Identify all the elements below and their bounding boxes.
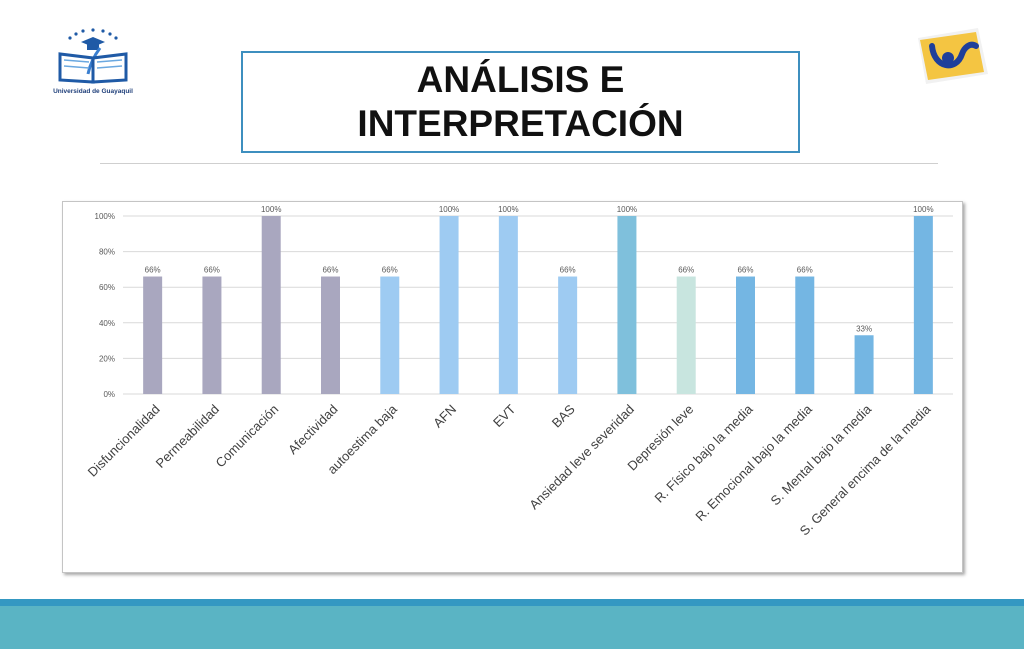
data-label: 33% (856, 324, 872, 333)
x-tick-label: Disfuncionalidad (85, 402, 163, 480)
bar (854, 335, 874, 394)
bar-chart: 0% 20% 40% 60% 80% 100% 66% Disfuncionalidad 66%… (85, 205, 953, 538)
bar (380, 276, 400, 394)
data-label: 100% (498, 205, 518, 214)
bar (676, 276, 696, 394)
title-line-2: INTERPRETACIÓN (357, 103, 684, 144)
title-line-1: ANÁLISIS E (416, 59, 625, 100)
x-tick-label: BAS (549, 401, 578, 430)
bar (795, 276, 815, 394)
x-tick-label: S. General encima de la media (797, 401, 934, 538)
book-quill-icon (58, 28, 128, 84)
data-label: 66% (797, 266, 813, 275)
bar (617, 216, 637, 394)
data-label: 66% (678, 266, 694, 275)
x-tick-label: S. Mental bajo la media (768, 401, 875, 508)
data-label: 66% (382, 266, 398, 275)
footer-band-dark (0, 599, 1024, 606)
data-label: 66% (204, 266, 220, 275)
data-label: 66% (560, 266, 576, 275)
data-label: 100% (261, 205, 281, 214)
bar (321, 276, 340, 394)
y-tick-label: 100% (95, 212, 115, 221)
university-caption: Universidad de Guayaquil (53, 88, 133, 95)
x-tick-label: AFN (430, 402, 459, 431)
x-tick-label: Ansiedad leve severidad (526, 402, 637, 513)
brand-emblem-icon (918, 28, 988, 84)
bar (736, 276, 755, 394)
header-divider (100, 163, 938, 164)
footer-band-light (0, 606, 1024, 649)
bar (143, 276, 163, 394)
x-tick-label: Permeabilidad (153, 402, 222, 471)
data-label: 100% (617, 205, 637, 214)
page-title: ANÁLISIS E INTERPRETACIÓN (341, 58, 701, 146)
x-tick-label: R. Emocional bajo la media (692, 401, 815, 524)
bar (498, 216, 518, 394)
x-tick-label: R. Físico bajo la media (652, 401, 757, 506)
x-tick-label: Afectividad (285, 402, 341, 458)
y-tick-label: 80% (99, 248, 115, 257)
x-tick-label: Comunicación (212, 402, 281, 471)
data-label: 66% (145, 266, 161, 275)
data-label: 66% (322, 266, 338, 275)
title-box: ANÁLISIS E INTERPRETACIÓN (241, 51, 800, 153)
x-tick-label: EVT (490, 401, 519, 430)
right-logo (912, 24, 992, 86)
y-tick-label: 0% (103, 390, 115, 399)
bar (558, 276, 578, 394)
y-tick-label: 20% (99, 354, 115, 363)
data-label: 100% (439, 205, 459, 214)
bar (439, 216, 459, 394)
bar-chart-frame: 0% 20% 40% 60% 80% 100% 66% Disfuncionalidad 66%… (62, 201, 963, 573)
data-label: 100% (913, 205, 933, 214)
bar (261, 216, 281, 394)
data-label: 66% (737, 266, 753, 275)
bar (202, 276, 222, 394)
bar (913, 216, 933, 394)
y-tick-label: 60% (99, 283, 115, 292)
university-logo: Universidad de Guayaquil (48, 26, 138, 102)
y-tick-label: 40% (99, 319, 115, 328)
